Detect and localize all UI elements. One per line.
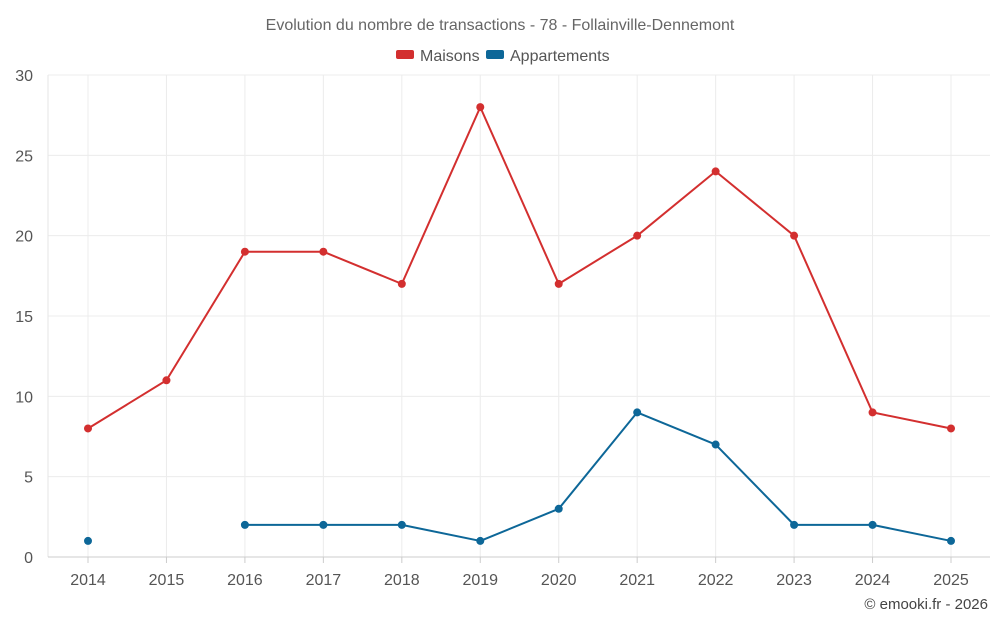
x-tick-label: 2020 [541, 572, 577, 589]
data-point-maisons[interactable] [319, 247, 328, 256]
data-point-appartements[interactable] [947, 536, 955, 545]
x-tick-label: 2025 [933, 572, 969, 589]
legend-label-appartements[interactable]: Appartements [510, 48, 610, 65]
grid [48, 74, 990, 558]
x-tick-label: 2016 [227, 572, 263, 589]
data-point-appartements[interactable] [790, 520, 799, 529]
legend-swatch-appartements[interactable] [486, 50, 504, 59]
data-point-appartements[interactable] [319, 520, 328, 529]
y-tick-label: 15 [15, 309, 33, 326]
data-point-appartements[interactable] [554, 504, 563, 513]
chart-title: Evolution du nombre de transactions - 78… [266, 17, 735, 34]
x-tick-label: 2018 [384, 572, 420, 589]
credit-text: © emooki.fr - 2026 [864, 596, 988, 613]
x-tick-label: 2021 [619, 572, 655, 589]
y-tick-label: 20 [15, 229, 33, 246]
data-point-appartements[interactable] [476, 536, 485, 545]
data-point-maisons[interactable] [162, 376, 171, 385]
data-point-maisons[interactable] [868, 408, 877, 417]
x-tick-label: 2024 [855, 572, 891, 589]
data-point-appartements[interactable] [868, 520, 877, 529]
data-point-maisons[interactable] [397, 279, 406, 288]
x-tick-label: 2023 [776, 572, 812, 589]
x-axis: 2014 2015 2016 2017 2018 2019 2020 2021 2022 2023… [48, 556, 990, 589]
x-tick-label: 2017 [306, 572, 342, 589]
series-line-appartements [244, 411, 952, 542]
legend-label-maisons[interactable]: Maisons [420, 48, 480, 65]
x-tick-label: 2014 [70, 572, 106, 589]
series-layer [84, 103, 955, 545]
data-point-appartements[interactable] [397, 520, 406, 529]
y-tick-label: 25 [15, 148, 33, 165]
data-point-maisons[interactable] [84, 424, 92, 433]
y-tick-label: 10 [15, 389, 33, 406]
x-tick-label: 2015 [149, 572, 185, 589]
legend: Maisons Appartements [396, 48, 610, 65]
data-point-appartements[interactable] [84, 536, 92, 545]
y-tick-label: 5 [24, 470, 33, 487]
data-point-maisons[interactable] [633, 231, 642, 240]
x-tick-label: 2019 [462, 572, 498, 589]
y-axis: 0 5 10 15 20 25 30 [15, 68, 49, 567]
data-point-appartements[interactable] [711, 440, 720, 449]
series-line-maisons [87, 106, 952, 430]
data-point-maisons[interactable] [947, 424, 955, 433]
data-point-maisons[interactable] [711, 167, 720, 176]
data-point-maisons[interactable] [554, 279, 563, 288]
x-tick-label: 2022 [698, 572, 734, 589]
data-point-appartements[interactable] [633, 408, 642, 417]
y-tick-label: 30 [15, 68, 33, 85]
y-tick-label: 0 [24, 550, 33, 567]
data-point-maisons[interactable] [476, 103, 485, 112]
data-point-maisons[interactable] [240, 247, 249, 256]
data-point-maisons[interactable] [790, 231, 799, 240]
data-point-appartements[interactable] [240, 520, 249, 529]
legend-swatch-maisons[interactable] [396, 50, 414, 59]
